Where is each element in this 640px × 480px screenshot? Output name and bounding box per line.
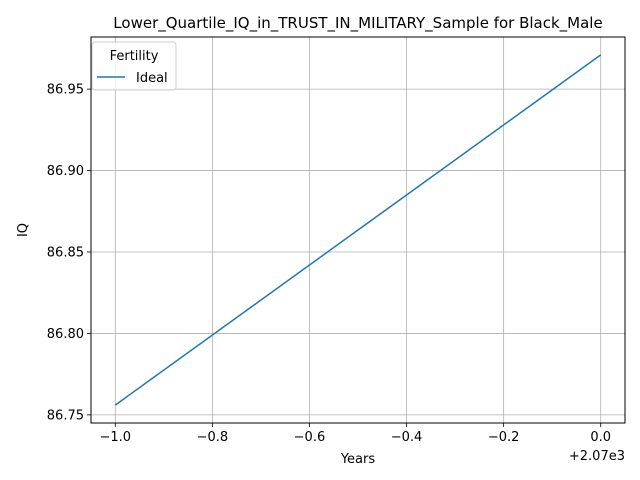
- series-line-ideal: [114, 54, 602, 406]
- grid-lines: [91, 37, 625, 423]
- x-tick-label: −0.4: [391, 430, 423, 445]
- legend: Fertility Ideal: [91, 41, 177, 91]
- plot-area-frame: [90, 36, 626, 424]
- x-axis-offset-label: +2.07e3: [569, 449, 625, 464]
- y-tick-label: 86.95: [47, 83, 84, 98]
- legend-title: Fertility: [110, 49, 159, 64]
- y-axis-label: IQ: [16, 223, 31, 237]
- series-layer: [114, 54, 602, 406]
- y-tick-label: 86.90: [47, 164, 84, 179]
- x-tick-label: −0.2: [488, 430, 520, 445]
- x-axis-ticks: −1.0 −0.8 −0.6 −0.4 −0.2 0.0: [99, 423, 611, 445]
- y-axis-ticks: 86.75 86.80 86.85 86.90 86.95: [47, 83, 91, 423]
- legend-box: [91, 41, 177, 91]
- x-tick-label: −0.6: [294, 430, 326, 445]
- legend-label-ideal: Ideal: [136, 71, 168, 86]
- y-tick-label: 86.75: [47, 408, 84, 423]
- y-tick-label: 86.80: [47, 327, 84, 342]
- chart-title: Lower_Quartile_IQ_in_TRUST_IN_MILITARY_S…: [113, 14, 602, 33]
- x-tick-label: 0.0: [590, 430, 611, 445]
- y-tick-label: 86.85: [47, 245, 84, 260]
- x-tick-label: −0.8: [197, 430, 229, 445]
- x-axis-label: Years: [340, 452, 376, 467]
- x-tick-label: −1.0: [99, 430, 131, 445]
